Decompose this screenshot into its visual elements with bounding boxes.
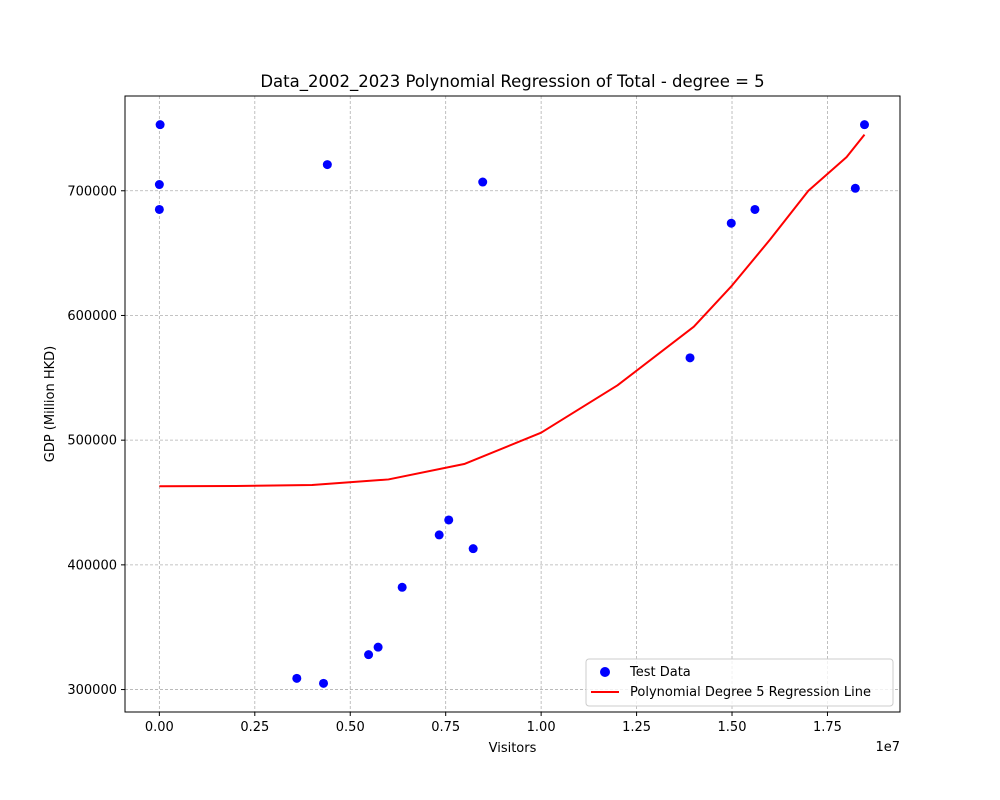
x-axis-label: Visitors [489,741,537,756]
y-tick-label: 400000 [67,558,117,573]
x-tick-label: 0.75 [431,720,460,735]
y-tick-label: 600000 [67,309,117,324]
data-point [860,120,869,130]
data-point [850,183,860,193]
x-tick-label: 1.50 [718,720,747,735]
data-point [444,515,454,525]
y-tick-label: 300000 [67,683,117,698]
data-point [155,120,165,130]
x-tick-label: 0.25 [240,720,269,735]
data-point [319,678,329,688]
x-tick-label: 0.00 [145,720,174,735]
data-point [322,160,332,170]
scatter-points-layer [154,120,869,688]
data-point [364,650,374,660]
x-tick-label: 1.00 [527,720,556,735]
data-point [397,582,407,592]
x-tick-label: 0.50 [336,720,365,735]
regression-line [159,134,866,488]
legend-label-regression-line: Polynomial Degree 5 Regression Line [630,685,871,700]
y-tick-label: 700000 [67,184,117,199]
legend-box [585,658,894,707]
legend-label-test-data: Test Data [629,665,691,680]
data-point [750,204,760,214]
chart-title: Data_2002_2023 Polynomial Regression of … [260,72,764,92]
data-point [478,177,488,187]
data-point [154,180,164,190]
data-point [373,642,383,652]
grid [125,96,900,712]
data-point [154,204,164,214]
data-point [468,544,478,554]
data-point [726,218,736,228]
plot-frame [124,95,901,713]
data-point [434,530,444,540]
x-tick-label: 1.25 [622,720,651,735]
x-tick-label: 1.75 [813,720,842,735]
data-point [292,673,302,683]
y-axis-label: GDP (Million HKD) [43,346,58,463]
legend: Test Data Polynomial Degree 5 Regression… [585,658,894,707]
legend-marker-test-data [600,667,610,677]
regression-line-layer [159,134,866,488]
x-axis-offset-label: 1e7 [875,740,900,755]
y-ticks: 300000 400000 500000 600000 700000 [67,184,125,698]
data-point [685,353,695,363]
x-ticks: 0.00 0.25 0.50 0.75 1.00 1.25 1.50 1.75 [145,712,842,735]
y-tick-label: 500000 [67,434,117,449]
